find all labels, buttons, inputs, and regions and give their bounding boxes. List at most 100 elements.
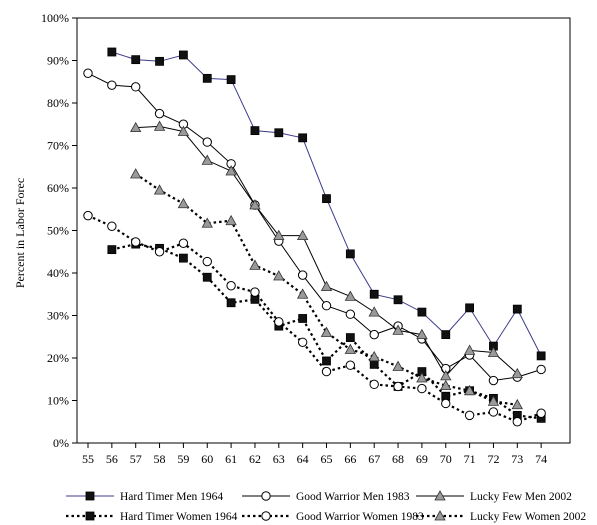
legend-item: Good Warrior Women 1983 [242,511,424,523]
data-point-circle [297,270,308,280]
data-point-circle [369,329,379,340]
series-line [87,72,542,382]
data-point-triangle [511,367,523,379]
data-point-circle [178,238,189,248]
data-point-square [369,359,379,369]
data-point-triangle [344,343,357,354]
data-point-circle [464,410,475,421]
x-tick-label: 66 [344,452,356,466]
data-point-triangle [296,229,309,241]
data-point-triangle [153,184,166,195]
data-point-circle [345,360,356,370]
data-point-triangle [177,197,190,209]
x-tick-label: 68 [392,452,404,466]
legend-item: Lucky Few Women 2002 [416,510,586,523]
x-tick-label: 57 [130,452,142,466]
series-6 [130,168,523,410]
y-tick-label: 50% [47,224,69,238]
data-point-square [465,303,475,313]
data-point-circle [83,210,93,221]
data-point-square [417,307,427,317]
data-point-triangle [177,125,190,136]
data-point-square [369,289,379,299]
data-point-circle [202,137,212,147]
data-point-circle [345,309,356,319]
data-point-circle [107,80,117,90]
y-tick-label: 20% [47,351,69,365]
data-point-triangle [368,306,380,317]
y-axis-label: Percent in Labor Forec [13,178,27,288]
data-point-circle [369,379,379,390]
data-point-triangle [487,395,500,406]
data-point-circle [488,407,499,417]
legend-marker [85,491,95,501]
data-point-circle [441,398,451,409]
data-point-square [178,50,188,60]
legend-label: Lucky Few Men 2002 [470,491,572,503]
x-tick-label: 60 [201,452,213,466]
legend: Hard Timer Men 1964 Good Warrior Men 1983… [66,490,586,523]
data-point-triangle [463,344,476,355]
legend-label: Lucky Few Women 2002 [470,511,586,523]
data-point-circle [274,317,284,327]
data-point-circle [154,247,165,257]
data-point-triangle [130,168,142,179]
data-point-circle [154,108,165,119]
data-point-circle [536,364,546,375]
y-tick-label: 0% [53,436,69,450]
data-point-triangle [392,324,404,335]
data-point-circle [417,383,427,394]
data-point-square [202,73,212,83]
data-point-square [298,314,308,323]
data-point-square [393,295,403,305]
data-point-square [107,47,117,57]
data-point-circle [512,417,522,427]
data-point-circle [321,301,332,311]
data-point-square [441,330,451,340]
data-point-square [298,133,308,143]
data-point-triangle [463,384,476,396]
legend-item: Hard Timer Women 1964 [66,511,238,523]
y-tick-label: 30% [47,309,69,323]
legend-marker [434,490,446,501]
data-point-triangle [320,280,333,292]
series-3 [130,120,523,381]
data-point-triangle [225,165,237,176]
data-point-circle [393,381,403,392]
series-line [135,173,518,406]
series-line [135,125,518,377]
data-point-triangle [392,360,404,371]
data-point-square [178,253,188,263]
y-tick-label: 70% [47,139,69,153]
data-point-square [322,194,331,204]
data-point-triangle [440,379,452,391]
data-point-triangle [511,398,523,410]
y-tick-label: 100% [41,11,69,25]
x-tick-label: 56 [106,452,118,466]
x-tick-label: 71 [464,452,476,466]
data-point-square [131,55,141,65]
legend-item: Hard Timer Men 1964 [66,491,223,503]
data-point-triangle [416,328,428,340]
data-point-triangle [344,290,357,301]
x-tick-label: 58 [154,452,166,466]
x-tick-label: 67 [368,452,380,466]
data-point-square [226,298,236,308]
legend-marker [261,511,271,521]
x-tick-label: 59 [177,452,189,466]
data-point-circle [488,375,499,386]
legend-marker [85,511,95,521]
x-tick-label: 64 [297,452,309,466]
legend-item: Good Warrior Men 1983 [242,491,410,503]
y-tick-label: 90% [47,54,69,68]
data-point-triangle [368,350,380,362]
data-point-triangle [225,214,237,226]
data-point-circle [131,237,141,247]
x-tick-label: 72 [487,452,499,466]
y-tick-label: 60% [47,181,69,195]
series-5 [83,210,546,427]
x-tick-label: 55 [82,452,94,466]
x-tick-label: 70 [440,452,452,466]
data-point-circle [536,408,546,418]
